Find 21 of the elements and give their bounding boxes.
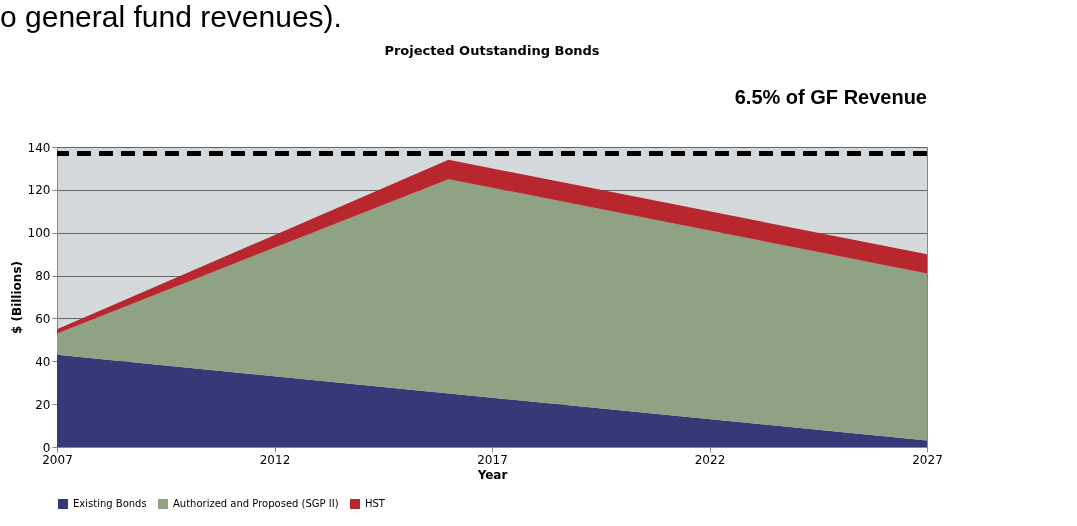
y-axis-title: $ (Billions) [9,260,24,335]
x-tick-label: 2007 [42,452,73,467]
ref-line-label: 6.5% of GF Revenue [734,86,927,109]
y-tick-label: 100 [27,226,51,241]
y-tick-label: 80 [35,269,51,284]
y-tick-label: 20 [35,397,51,412]
x-tick-label: 2017 [477,452,508,467]
x-tick-label: 2022 [694,452,726,467]
chart-title: Projected Outstanding Bonds [384,43,600,59]
y-tick-label: 140 [27,140,51,155]
y-tick-label: 40 [35,354,51,369]
y-tick-label: 120 [27,183,51,198]
legend-label: Existing Bonds [73,498,147,509]
x-axis-title: Year [476,467,508,482]
legend-label: HST [365,498,386,509]
y-tick-label: 60 [35,311,51,326]
x-tick-label: 2027 [912,452,943,467]
legend-label: Authorized and Proposed (SGP II) [173,498,339,509]
text: o general fund revenues). [0,0,343,35]
x-tick-label: 2012 [259,452,291,467]
y-tick-label: 0 [42,440,51,455]
